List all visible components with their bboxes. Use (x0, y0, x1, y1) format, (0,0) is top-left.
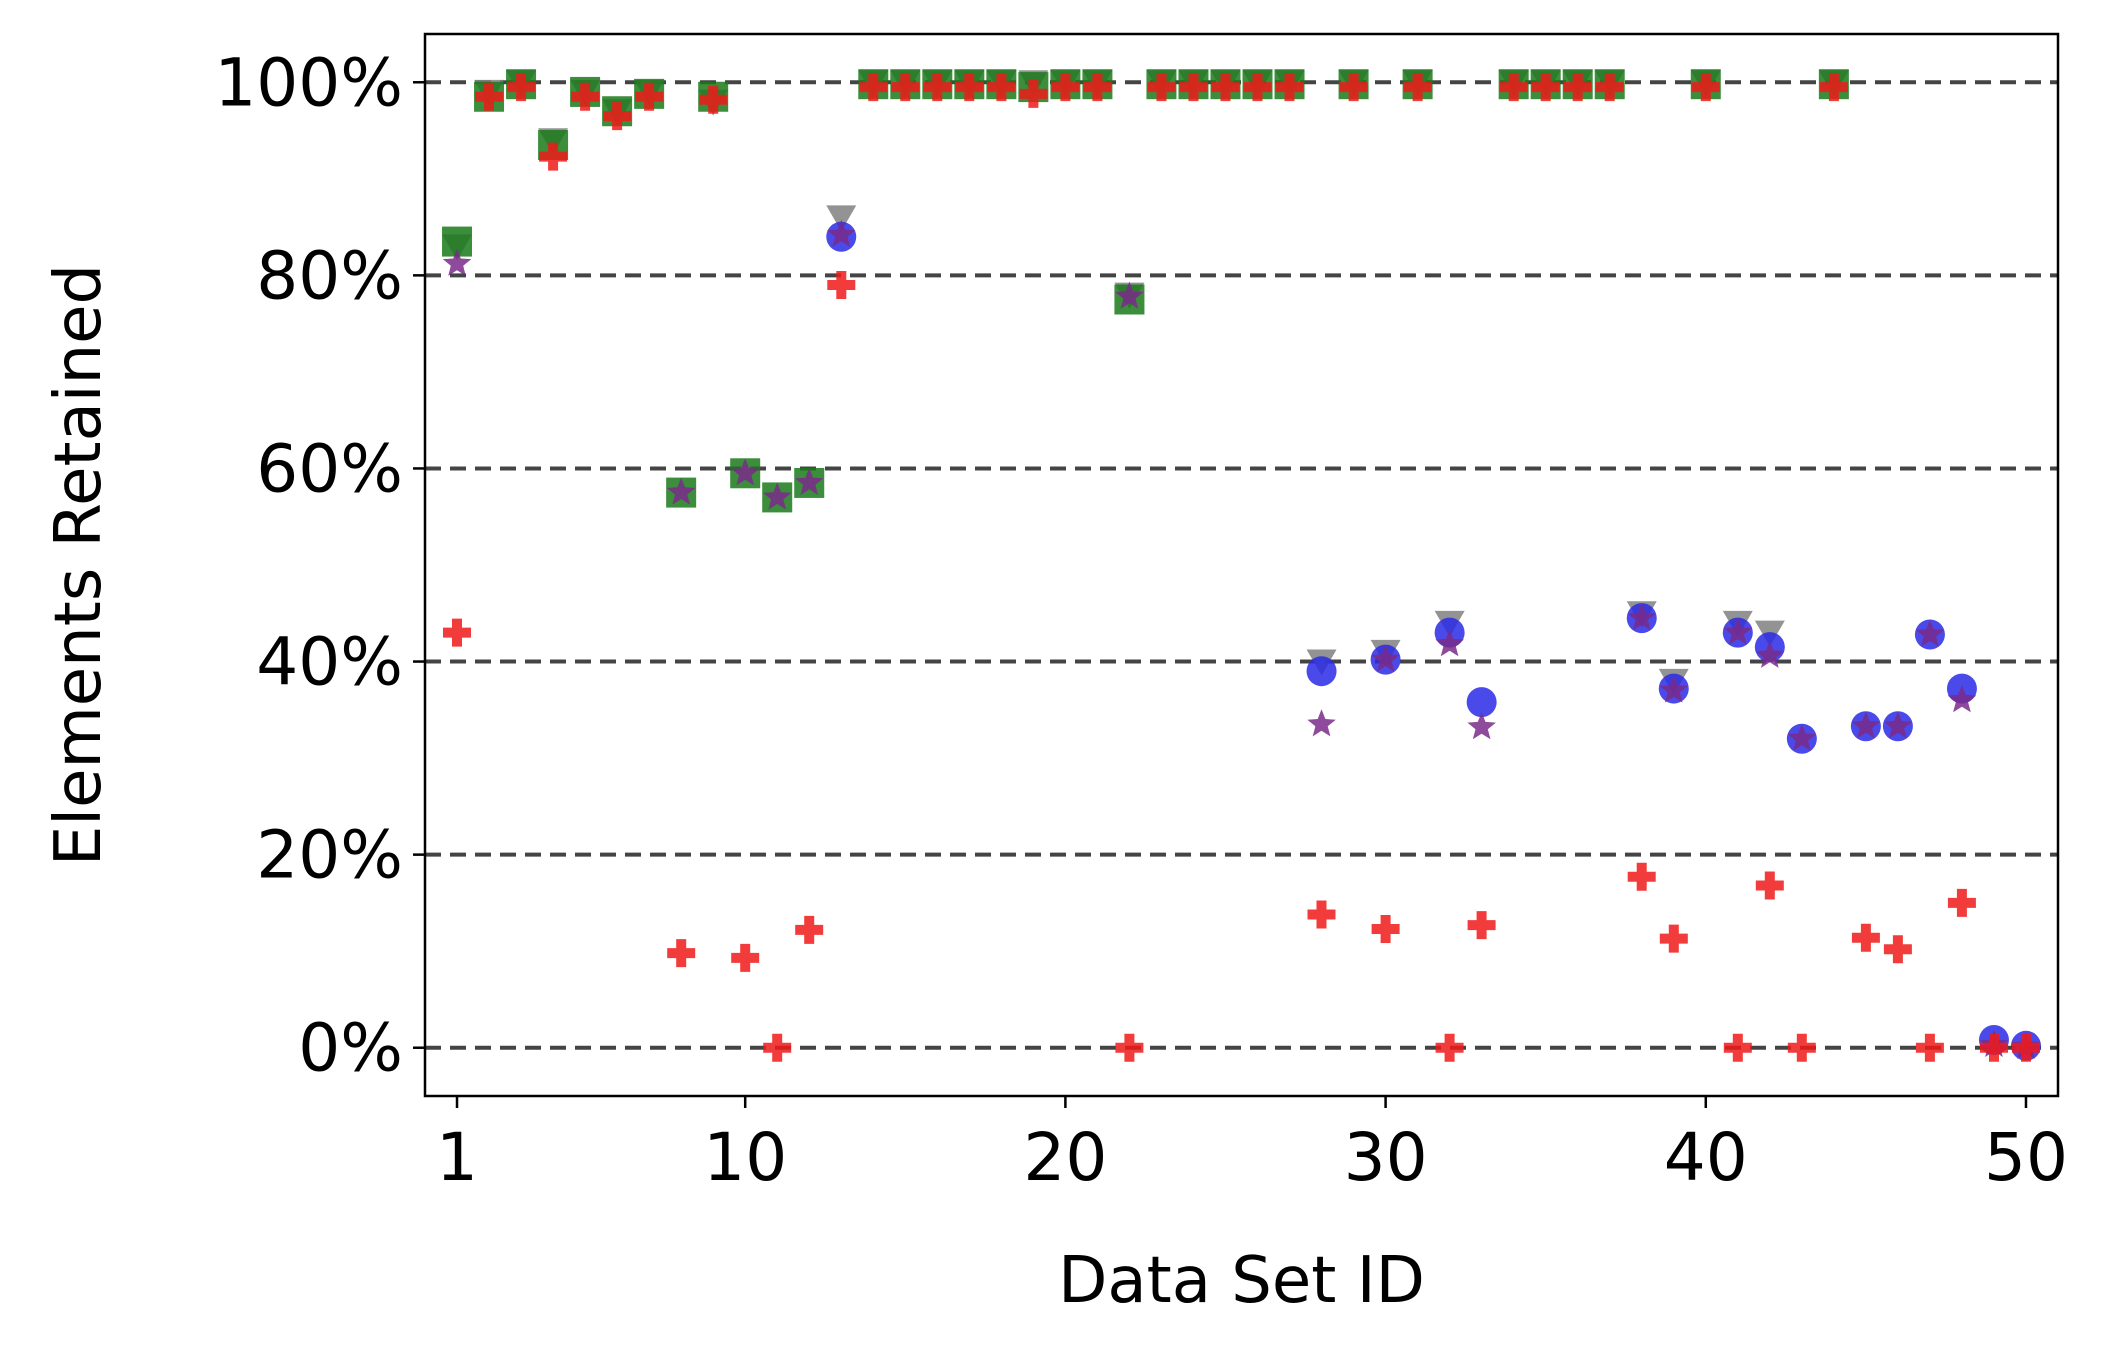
x-tick-label: 1 (436, 1119, 478, 1196)
y-tick-label: 20% (256, 817, 403, 894)
point-star (1659, 675, 1688, 703)
x-tick-label: 30 (1344, 1119, 1428, 1196)
x-axis-label: Data Set ID (1058, 1244, 1425, 1318)
point-star (1307, 709, 1336, 737)
point-plus (699, 85, 728, 114)
point-star (827, 219, 856, 247)
point-star (666, 477, 696, 505)
axis-ticks: 0% 20% 40% 60% 80% 100% 1 10 20 30 40 50 (214, 44, 2068, 1196)
point-circle (1466, 687, 1497, 718)
point-plus (731, 943, 760, 972)
point-plus (507, 73, 536, 102)
point-plus (1563, 73, 1592, 102)
point-plus (443, 618, 471, 647)
point-plus (475, 82, 503, 111)
point-plus (1051, 73, 1080, 102)
point-plus (1883, 935, 1912, 964)
point-star (1115, 281, 1144, 309)
point-plus (1083, 73, 1112, 102)
point-plus (1947, 888, 1976, 917)
point-plus (1659, 924, 1688, 953)
plot-frame (423, 32, 2060, 1098)
point-plus (667, 939, 696, 968)
point-plus (1595, 73, 1624, 102)
grid-lines (425, 80, 2058, 1050)
point-star (795, 467, 824, 496)
point-star (1467, 712, 1496, 740)
point-plus (1723, 1033, 1752, 1062)
point-plus (955, 73, 984, 102)
y-tick-label: 80% (256, 237, 403, 314)
point-star (730, 458, 760, 486)
point-plus (987, 73, 1016, 102)
point-star (1435, 629, 1464, 657)
point-star (1851, 711, 1881, 739)
y-axis-label: Elements Retained (42, 264, 116, 866)
point-star (1723, 617, 1753, 645)
x-tick-label: 50 (1984, 1119, 2068, 1196)
point-plus (1915, 1033, 1944, 1062)
point-triangle (826, 205, 857, 232)
point-plus (1275, 73, 1304, 102)
point-plus (763, 1033, 792, 1062)
point-plus (1147, 73, 1176, 102)
point-plus (923, 73, 952, 102)
point-plus (1179, 73, 1208, 102)
point-plus (635, 82, 664, 111)
point-star (1883, 711, 1913, 739)
point-plus (1339, 73, 1368, 102)
point-plus (1019, 79, 1048, 108)
point-star (762, 482, 792, 510)
data-points (442, 69, 2041, 1062)
point-plus (795, 915, 824, 944)
point-plus (571, 82, 600, 111)
point-plus (1691, 73, 1720, 102)
point-plus (1403, 73, 1432, 102)
point-plus (1980, 1033, 2008, 1062)
point-plus (1467, 911, 1496, 940)
x-tick-label: 10 (703, 1119, 787, 1196)
point-plus (1819, 73, 1848, 102)
x-tick-label: 40 (1664, 1119, 1748, 1196)
x-tick-label: 20 (1023, 1119, 1107, 1196)
point-star (1755, 640, 1785, 668)
point-circle (1306, 656, 1337, 687)
point-plus (1371, 915, 1400, 943)
point-plus (1787, 1033, 1816, 1062)
y-tick-label: 60% (256, 430, 403, 507)
point-plus (859, 73, 888, 102)
point-plus (891, 73, 920, 102)
point-plus (1851, 923, 1880, 952)
point-plus (1627, 862, 1656, 891)
point-plus (1211, 73, 1240, 102)
y-tick-label: 0% (298, 1010, 403, 1087)
point-plus (603, 102, 632, 131)
point-plus (1499, 73, 1528, 102)
y-tick-label: 40% (256, 624, 403, 701)
point-plus (1115, 1033, 1144, 1062)
point-star (1915, 619, 1945, 647)
point-plus (1307, 900, 1336, 929)
point-plus (827, 271, 856, 299)
point-star (1371, 644, 1400, 672)
point-plus (539, 142, 568, 171)
point-star (1627, 603, 1656, 631)
point-plus (1755, 871, 1784, 900)
point-star (1787, 723, 1817, 751)
point-plus (2012, 1033, 2040, 1062)
point-plus (1243, 73, 1272, 102)
y-tick-label: 100% (214, 44, 403, 121)
point-star (442, 248, 472, 276)
point-star (1947, 685, 1977, 713)
point-plus (1435, 1033, 1464, 1062)
point-plus (1531, 73, 1560, 102)
